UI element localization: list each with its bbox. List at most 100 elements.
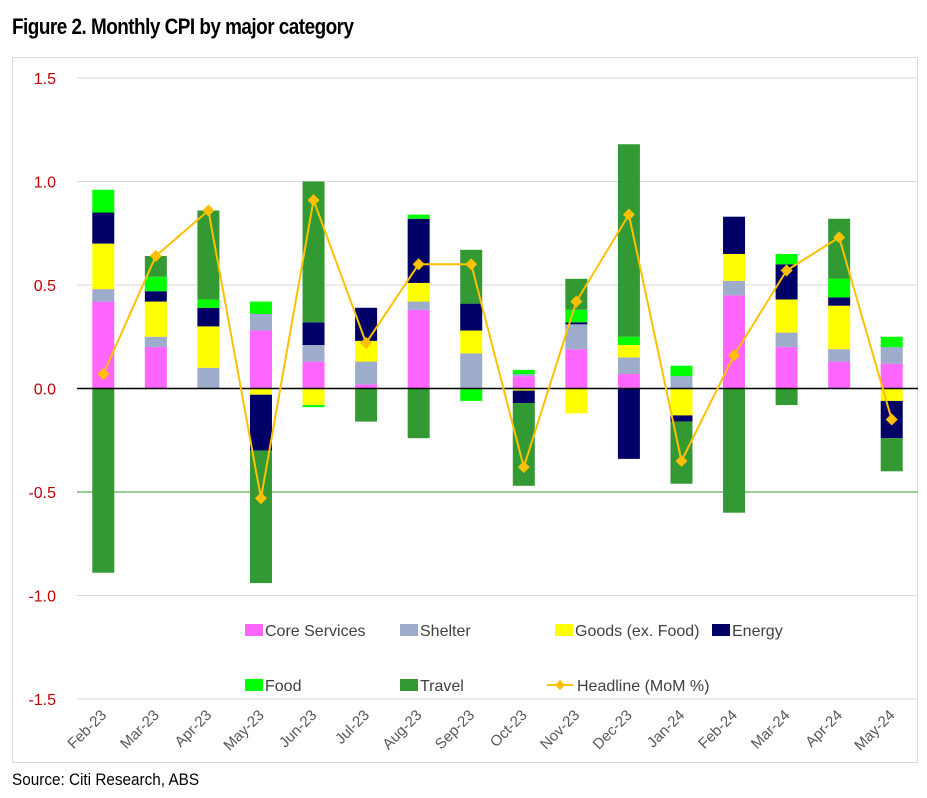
bar-segment-food xyxy=(828,278,851,298)
bar-segment-travel xyxy=(407,388,430,439)
bar-segment-travel xyxy=(197,210,220,300)
headline-point xyxy=(780,264,793,277)
x-tick-label: Mar-24 xyxy=(748,707,794,753)
bar-segment-food xyxy=(512,369,535,375)
bar-segment-energy xyxy=(92,212,115,244)
bar-segment-travel xyxy=(460,249,483,304)
bar-segment-food xyxy=(249,301,272,314)
bar-segment-food xyxy=(880,336,903,348)
headline-point xyxy=(360,336,373,349)
x-tick-label: May-24 xyxy=(851,707,898,754)
headline-series-line xyxy=(102,196,893,499)
y-tick-label: -0.5 xyxy=(28,485,56,502)
bar-segment-shelter xyxy=(407,301,430,310)
bar-segment-core-services xyxy=(565,349,588,389)
bar-segment-core-services xyxy=(880,363,903,389)
headline-point xyxy=(833,231,846,244)
x-tick-label: May-23 xyxy=(220,707,267,754)
bar-segment-goods-ex-food xyxy=(617,345,640,358)
chart-title: Figure 2. Monthly CPI by major category xyxy=(12,14,354,39)
bar-segment-shelter xyxy=(723,280,746,296)
bar-segment-goods-ex-food xyxy=(407,282,430,302)
headline-point xyxy=(97,368,110,381)
bar-segment-goods-ex-food xyxy=(512,388,535,391)
bar-segment-travel xyxy=(565,278,588,310)
headline-line xyxy=(97,194,898,505)
bar-segment-energy xyxy=(302,322,325,346)
reference-lines xyxy=(77,387,918,493)
bar-segment-travel xyxy=(512,402,535,486)
y-tick-label: 0.0 xyxy=(34,382,56,399)
bar-segment-core-services xyxy=(355,384,378,389)
bar-segment-energy xyxy=(512,390,535,403)
x-tick-label: Jun-23 xyxy=(276,707,320,751)
legend: Core Services Shelter Goods (ex. Food) Ener… xyxy=(245,623,783,695)
source-note: Source: Citi Research, ABS xyxy=(12,770,200,789)
legend-swatch xyxy=(245,624,263,636)
bar-segment-food xyxy=(144,276,167,292)
legend-swatch xyxy=(555,624,573,636)
chart-frame xyxy=(12,57,918,763)
legend-label: Core Services xyxy=(265,623,365,640)
bar-segment-travel xyxy=(249,450,272,584)
bar-segment-energy xyxy=(249,394,272,451)
headline-point xyxy=(202,204,215,217)
headline-point xyxy=(622,208,635,221)
legend-swatch xyxy=(245,679,263,691)
bar-segment-goods-ex-food xyxy=(144,301,167,337)
bar-segment-travel xyxy=(775,388,798,406)
bar-segment-shelter xyxy=(565,324,588,350)
bar-segment-energy xyxy=(617,388,640,459)
bar-segment-travel xyxy=(92,388,115,573)
bar-segment-travel xyxy=(828,218,851,279)
x-tick-label: Nov-23 xyxy=(537,707,583,753)
bar-segment-shelter xyxy=(355,361,378,385)
bar-segment-shelter xyxy=(144,336,167,348)
y-tick-label: -1.0 xyxy=(28,589,56,606)
y-tick-label: 1.5 xyxy=(34,71,56,88)
headline-point xyxy=(675,454,688,467)
bar-segment-shelter xyxy=(512,374,535,377)
bar-segment-food xyxy=(460,388,483,401)
bars xyxy=(92,144,903,584)
bar-segment-core-services xyxy=(407,309,430,389)
x-tick-label: Mar-23 xyxy=(117,707,163,753)
bar-segment-goods-ex-food xyxy=(355,340,378,362)
bar-segment-energy xyxy=(355,307,378,341)
bar-segment-shelter xyxy=(617,357,640,375)
bar-segment-shelter xyxy=(92,289,115,302)
x-tick-label: Aug-23 xyxy=(379,707,425,753)
headline-point xyxy=(517,461,530,474)
bar-segment-core-services xyxy=(92,301,115,389)
headline-point xyxy=(254,492,267,505)
bar-segment-shelter xyxy=(197,367,220,389)
legend-label: Food xyxy=(265,678,301,695)
bar-segment-goods-ex-food xyxy=(197,326,220,368)
bar-segment-goods-ex-food xyxy=(775,299,798,333)
bar-segment-core-services xyxy=(617,374,640,389)
headline-point xyxy=(728,349,741,362)
bar-segment-goods-ex-food xyxy=(670,388,693,416)
y-axis-ticks: 1.5 1.0 0.5 0.0 -0.5 -1.0 -1.5 xyxy=(28,71,56,709)
x-tick-label: Sep-23 xyxy=(432,707,478,753)
bar-segment-goods-ex-food xyxy=(828,305,851,350)
bar-segment-energy xyxy=(407,218,430,283)
bar-segment-core-services xyxy=(512,376,535,389)
x-tick-label: Jan-24 xyxy=(644,707,688,751)
bar-segment-goods-ex-food xyxy=(249,388,272,395)
legend-swatch xyxy=(400,679,418,691)
bar-segment-shelter xyxy=(880,347,903,364)
bar-segment-shelter xyxy=(249,313,272,331)
bar-segment-goods-ex-food xyxy=(460,330,483,354)
bar-segment-shelter xyxy=(460,353,483,389)
y-tick-label: 1.0 xyxy=(34,175,56,192)
x-tick-label: Apr-23 xyxy=(171,707,215,751)
legend-swatch xyxy=(400,624,418,636)
bar-segment-shelter xyxy=(302,345,325,362)
legend-marker xyxy=(555,680,565,690)
bar-segment-energy xyxy=(197,307,220,327)
x-tick-label: Feb-23 xyxy=(64,707,110,753)
bar-segment-core-services xyxy=(828,361,851,389)
bar-segment-travel xyxy=(617,144,640,337)
